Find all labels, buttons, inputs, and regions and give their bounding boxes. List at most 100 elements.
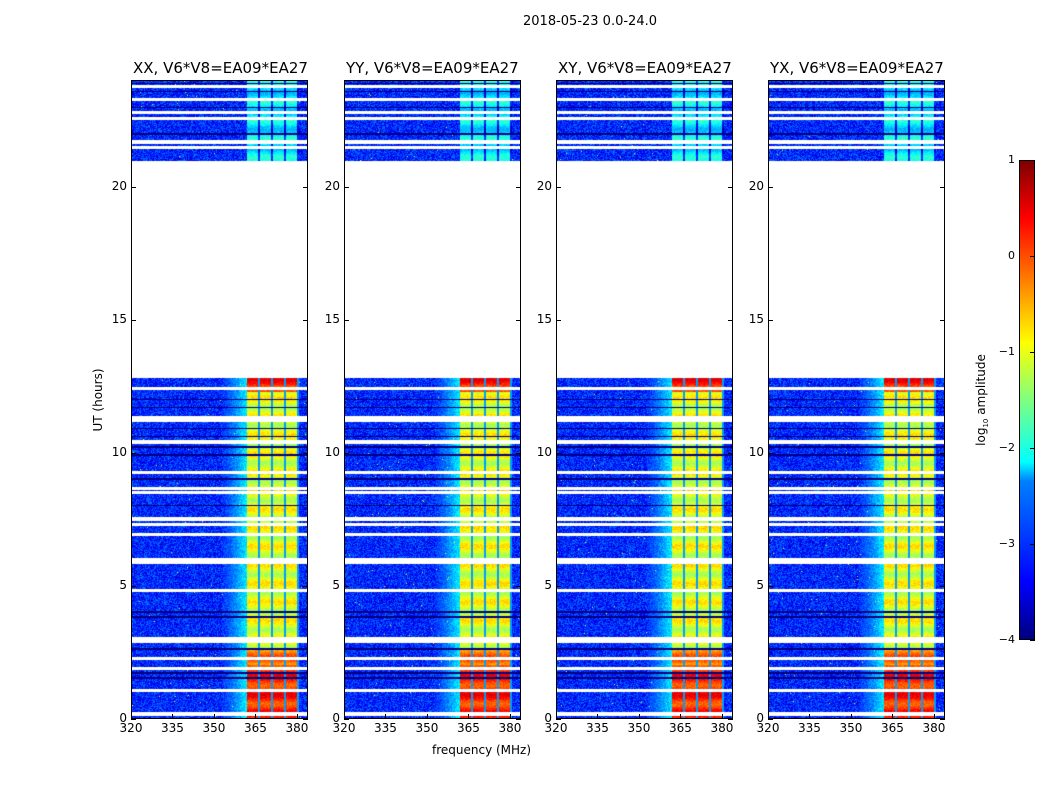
- y-tick: [516, 452, 521, 454]
- y-tick: [940, 319, 945, 321]
- y-tick: [516, 319, 521, 321]
- x-tick-label: 350: [839, 721, 863, 735]
- y-tick: [303, 452, 308, 454]
- y-tick: [728, 319, 733, 321]
- x-tick: [892, 714, 894, 719]
- panel-title: YY, V6*V8=EA09*EA27: [346, 59, 519, 77]
- panel-title: XX, V6*V8=EA09*EA27: [133, 59, 308, 77]
- y-tick: [516, 186, 521, 188]
- y-tick-label: 20: [324, 178, 340, 193]
- y-tick: [728, 186, 733, 188]
- colorbar-tick: [1030, 544, 1035, 545]
- x-tick-label: 320: [119, 721, 143, 735]
- colorbar-tick-label: −4: [998, 633, 1015, 646]
- y-tick: [556, 585, 561, 587]
- colorbar-tick-label: −2: [998, 441, 1015, 454]
- y-tick: [516, 719, 521, 720]
- x-tick: [131, 714, 132, 719]
- y-tick: [131, 585, 136, 587]
- y-tick: [131, 719, 136, 720]
- y-tick: [768, 452, 773, 454]
- x-tick-label: 365: [669, 721, 692, 735]
- heatmap-image: [557, 81, 732, 718]
- y-axis-label: UT (hours): [91, 368, 105, 432]
- y-tick: [344, 452, 349, 454]
- x-tick: [721, 714, 723, 719]
- x-tick: [556, 714, 557, 719]
- colorbar-tick: [1030, 160, 1035, 161]
- y-tick: [344, 186, 349, 188]
- y-tick-label: 15: [324, 311, 340, 326]
- x-tick-label: 350: [627, 721, 651, 735]
- y-tick: [768, 319, 773, 321]
- x-tick-label: 365: [881, 721, 904, 735]
- y-tick: [556, 186, 561, 188]
- x-tick-label: 320: [332, 721, 356, 735]
- x-tick-label: 380: [285, 721, 309, 735]
- y-tick: [303, 186, 308, 188]
- colorbar-tick-label: 1: [1008, 153, 1015, 166]
- x-tick-label: 335: [161, 721, 184, 735]
- y-tick-label: 15: [536, 311, 552, 326]
- y-tick-label: 5: [756, 577, 764, 592]
- heatmap-image: [132, 81, 307, 718]
- y-tick-label: 20: [111, 178, 127, 193]
- x-tick: [680, 714, 682, 719]
- y-tick: [344, 585, 349, 587]
- x-tick-label: 380: [498, 721, 522, 735]
- y-tick: [303, 585, 308, 587]
- x-tick: [768, 714, 769, 719]
- x-tick: [509, 714, 511, 719]
- x-tick-label: 320: [544, 721, 568, 735]
- x-tick: [933, 714, 935, 719]
- y-tick-label: 15: [748, 311, 764, 326]
- heatmap-panel-xy: [556, 80, 733, 719]
- heatmap-panel-xx: [131, 80, 308, 719]
- y-tick-label: 0: [332, 711, 340, 725]
- colorbar: [1019, 160, 1035, 640]
- y-tick-label: 10: [748, 444, 764, 459]
- y-tick-label: 20: [536, 178, 552, 193]
- heatmap-panel-yy: [344, 80, 521, 719]
- heatmap-image: [345, 81, 520, 718]
- colorbar-label-sub: 10: [982, 418, 991, 428]
- y-tick-label: 0: [544, 711, 552, 725]
- y-tick: [131, 452, 136, 454]
- y-tick-label: 5: [119, 577, 127, 592]
- colorbar-label-rest: amplitude: [973, 354, 988, 419]
- x-tick-label: 365: [457, 721, 480, 735]
- colorbar-tick-label: −1: [998, 345, 1015, 358]
- y-tick-label: 0: [119, 711, 127, 725]
- x-tick: [296, 714, 298, 719]
- x-tick-label: 335: [374, 721, 397, 735]
- colorbar-tick: [1030, 448, 1035, 449]
- x-tick: [172, 714, 174, 719]
- y-tick: [768, 585, 773, 587]
- y-tick: [768, 186, 773, 188]
- y-tick-label: 5: [544, 577, 552, 592]
- figure-title: 2018-05-23 0.0-24.0: [523, 14, 657, 29]
- x-tick: [809, 714, 811, 719]
- x-tick-label: 380: [710, 721, 734, 735]
- y-tick: [516, 585, 521, 587]
- x-tick: [255, 714, 257, 719]
- panel-title: YX, V6*V8=EA09*EA27: [770, 59, 944, 77]
- y-tick-label: 10: [536, 444, 552, 459]
- y-tick: [940, 452, 945, 454]
- colorbar-tick: [1030, 352, 1035, 353]
- y-tick-label: 20: [748, 178, 764, 193]
- x-tick: [468, 714, 470, 719]
- y-tick: [131, 186, 136, 188]
- colorbar-label: log10 amplitude: [974, 354, 990, 446]
- colorbar-tick-label: 0: [1008, 249, 1015, 262]
- y-tick: [344, 719, 349, 720]
- x-tick: [597, 714, 599, 719]
- x-tick-label: 335: [798, 721, 821, 735]
- y-tick: [728, 719, 733, 720]
- y-tick: [728, 452, 733, 454]
- x-tick-label: 335: [586, 721, 609, 735]
- y-tick: [303, 719, 308, 720]
- x-axis-label: frequency (MHz): [432, 743, 532, 757]
- x-tick: [213, 714, 215, 719]
